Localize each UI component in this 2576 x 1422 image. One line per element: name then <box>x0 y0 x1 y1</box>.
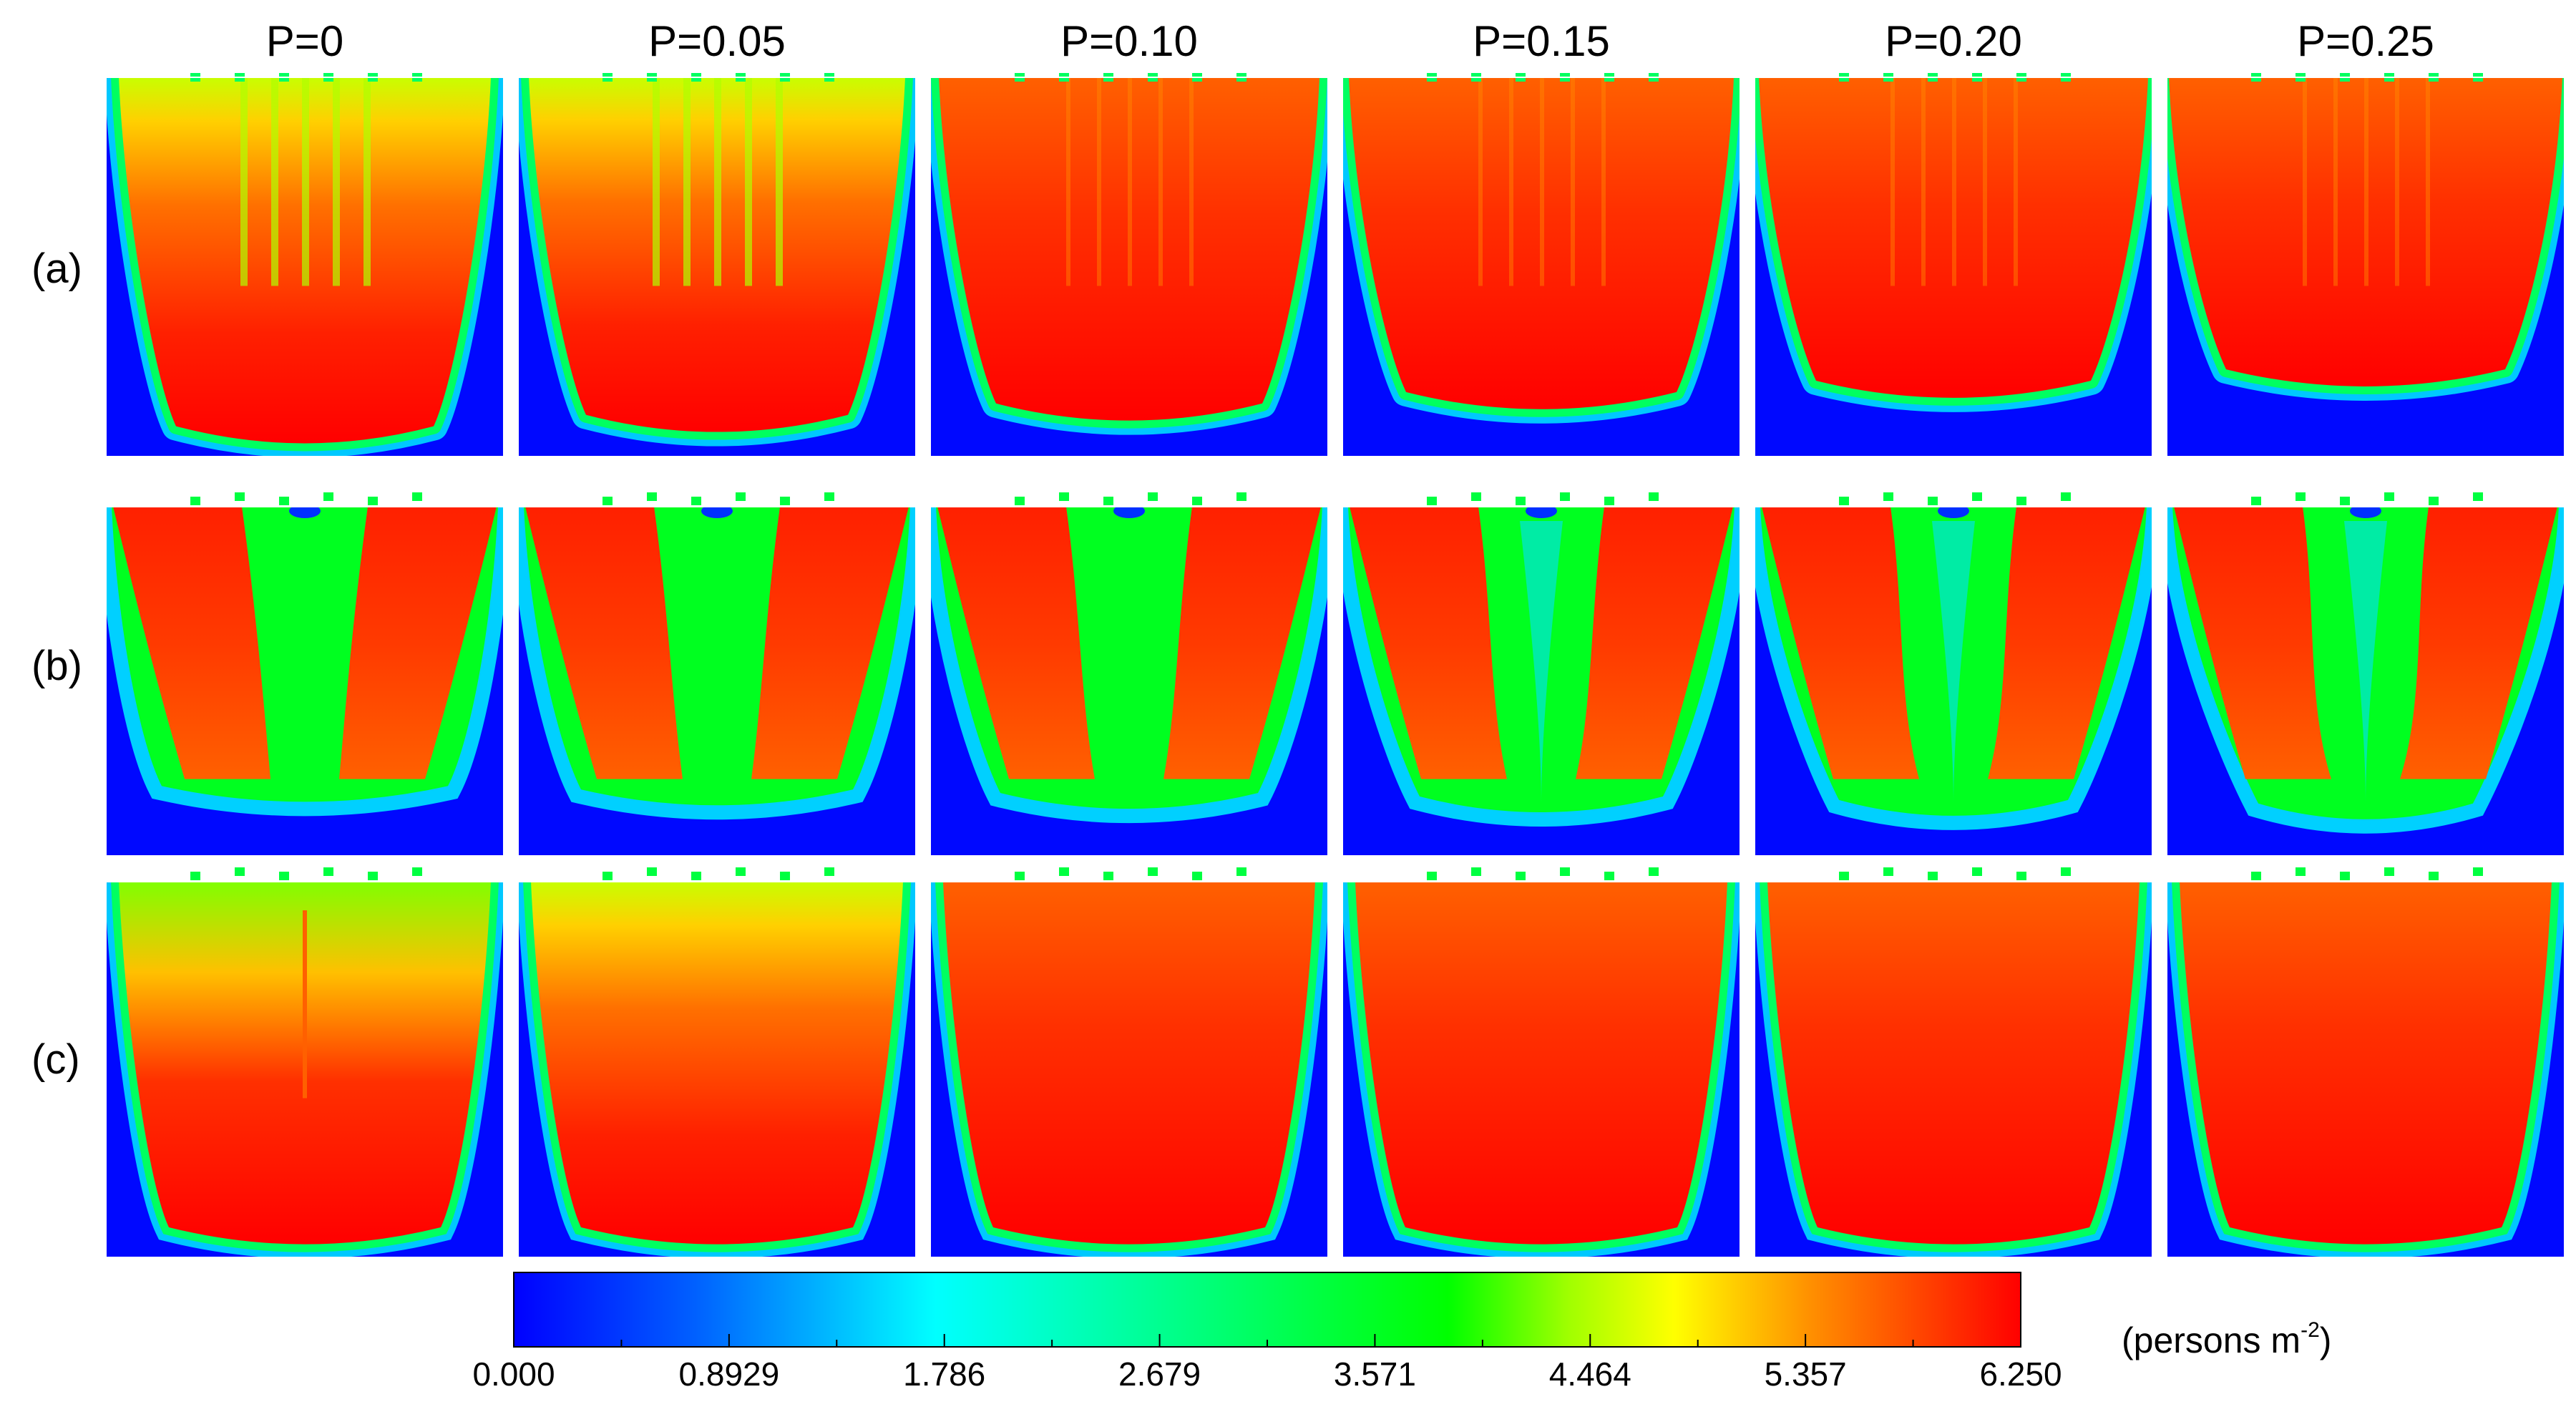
column-title: P=0.10 <box>1060 17 1198 65</box>
colorbar-gradient <box>513 1272 2021 1348</box>
density-panel <box>2166 492 2565 857</box>
row-labels: (a) (b) (c) <box>31 245 82 1083</box>
panel-grid <box>105 73 2565 1258</box>
colorbar-ticks: 0.000 0.8929 1.786 2.679 3.571 4.464 5.357 6.25… <box>472 1334 2062 1393</box>
column-title: P=0.25 <box>2297 17 2434 65</box>
density-panel <box>930 867 1329 1258</box>
colorbar-tick-label: 0.000 <box>472 1355 555 1393</box>
colorbar-tick-label: 6.250 <box>1979 1355 2062 1393</box>
density-panel <box>930 73 1329 457</box>
colorbar-tick-label: 4.464 <box>1549 1355 1631 1393</box>
density-panel <box>1754 73 2153 457</box>
density-panel <box>517 867 917 1258</box>
density-panel <box>1342 492 1741 857</box>
row-label: (c) <box>31 1036 80 1083</box>
density-panel <box>1342 867 1741 1258</box>
density-panel <box>105 492 504 857</box>
colorbar-tick-label: 5.357 <box>1765 1355 1847 1393</box>
colorbar-tick-label: 2.679 <box>1118 1355 1201 1393</box>
density-panel <box>930 492 1329 857</box>
column-title: P=0.05 <box>648 17 786 65</box>
density-panel <box>105 73 504 457</box>
column-title: P=0 <box>266 17 343 65</box>
density-panel <box>105 867 504 1258</box>
column-titles: P=0 P=0.05 P=0.10 P=0.15 P=0.20 P=0.25 <box>266 17 2434 65</box>
colorbar-tick-label: 0.8929 <box>679 1355 780 1393</box>
unit-exponent: -2 <box>2301 1318 2320 1342</box>
density-panel <box>517 73 917 457</box>
density-panel <box>1754 492 2153 857</box>
colorbar-tick-label: 1.786 <box>903 1355 985 1393</box>
unit-suffix: ) <box>2320 1320 2332 1360</box>
column-title: P=0.15 <box>1473 17 1610 65</box>
colorbar-tick-label: 3.571 <box>1334 1355 1416 1393</box>
density-panel <box>2166 867 2565 1258</box>
row-label: (a) <box>31 245 82 292</box>
density-panel <box>2166 73 2565 457</box>
unit-prefix: (persons m <box>2122 1320 2301 1360</box>
column-title: P=0.20 <box>1885 17 2022 65</box>
colorbar: 0.000 0.8929 1.786 2.679 3.571 4.464 5.357 6.25… <box>472 1272 2331 1393</box>
density-panel <box>1754 867 2153 1258</box>
colorbar-unit-label: (persons m-2) <box>2122 1318 2331 1360</box>
density-panel <box>1342 73 1741 457</box>
density-panel <box>517 492 917 857</box>
row-label: (b) <box>31 643 82 689</box>
